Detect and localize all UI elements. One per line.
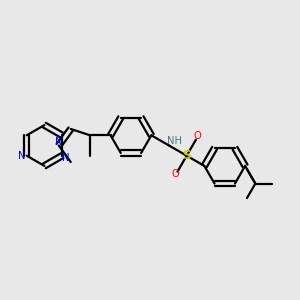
Text: NH: NH <box>167 136 182 146</box>
Text: S: S <box>182 149 191 162</box>
Text: O: O <box>194 131 202 141</box>
Text: N: N <box>18 151 26 161</box>
Text: N: N <box>62 153 69 163</box>
Text: O: O <box>171 169 179 179</box>
Text: N: N <box>55 136 62 147</box>
